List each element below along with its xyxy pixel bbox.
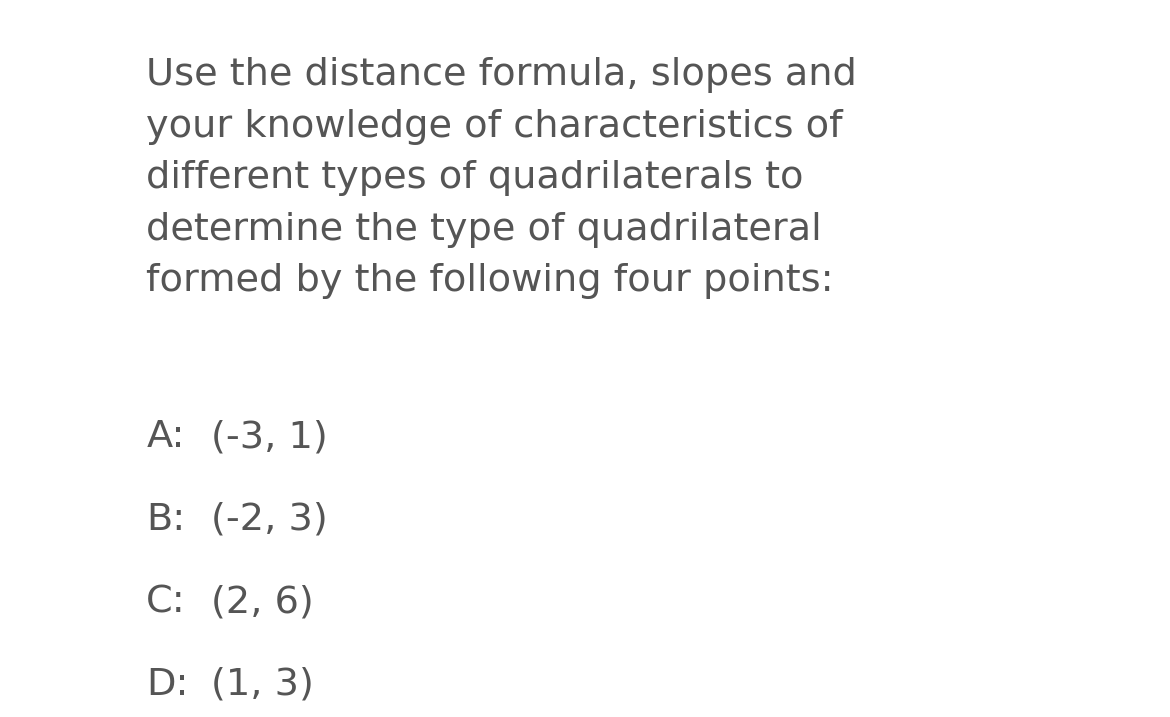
Text: (1, 3): (1, 3) [211, 667, 314, 703]
Text: (-2, 3): (-2, 3) [211, 502, 328, 538]
Text: A:: A: [146, 419, 185, 455]
Text: (2, 6): (2, 6) [211, 584, 314, 620]
Text: Use the distance formula, slopes and
your knowledge of characteristics of
differ: Use the distance formula, slopes and you… [146, 57, 858, 299]
Text: D:: D: [146, 667, 188, 703]
Text: B:: B: [146, 502, 186, 538]
Text: C:: C: [146, 584, 186, 620]
Text: (-3, 1): (-3, 1) [211, 419, 328, 455]
